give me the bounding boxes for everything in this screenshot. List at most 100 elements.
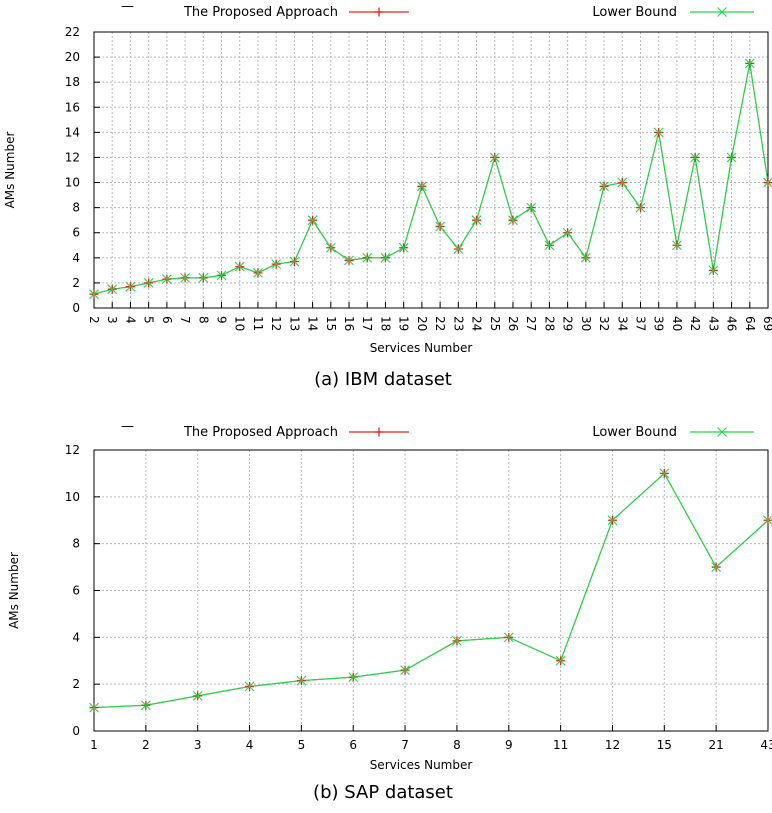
- data-point: [708, 265, 719, 276]
- data-point: [726, 152, 737, 163]
- x-tick-label: 9: [505, 738, 513, 752]
- x-tick-label: 14: [306, 316, 320, 331]
- y-tick-label: 22: [65, 25, 80, 39]
- plot-frame: [93, 31, 769, 309]
- x-tick-label: 27: [524, 316, 538, 331]
- data-point: [672, 240, 682, 251]
- x-tick-label: 22: [433, 316, 447, 331]
- x-tick-label: 11: [251, 316, 265, 331]
- x-tick-label: 42: [688, 316, 702, 331]
- x-tick-label: 28: [542, 316, 556, 331]
- data-point: [659, 468, 670, 479]
- data-point: [417, 181, 427, 192]
- y-tick-label: 0: [72, 724, 80, 738]
- x-tick-label: 20: [415, 316, 429, 331]
- x-tick-label: 3: [194, 738, 202, 752]
- data-point: [125, 281, 136, 292]
- legend-symbol: [374, 7, 384, 17]
- legend-symbol: [717, 7, 727, 17]
- legend-label: Lower Bound: [592, 5, 677, 20]
- data-point: [234, 261, 245, 272]
- data-point: [362, 252, 373, 263]
- data-point: [140, 700, 151, 711]
- x-tick-label: 43: [760, 738, 772, 752]
- x-tick-label: 11: [553, 738, 568, 752]
- x-tick-label: 10: [233, 316, 247, 331]
- data-point: [763, 177, 772, 188]
- data-point: [607, 515, 618, 526]
- data-point: [307, 215, 318, 226]
- x-tick-label: 32: [597, 316, 611, 331]
- series-markers-1: [89, 58, 772, 299]
- data-point: [526, 202, 537, 213]
- data-point: [508, 215, 518, 226]
- y-tick-label: 18: [65, 75, 80, 89]
- data-point: [380, 252, 391, 263]
- data-point: [599, 181, 609, 192]
- x-tick-label: 7: [401, 738, 409, 752]
- data-point: [400, 665, 410, 676]
- x-tick-label: 8: [453, 738, 461, 752]
- x-tick-label: 4: [246, 738, 254, 752]
- x-tick-label: 46: [725, 316, 739, 331]
- data-point: [544, 240, 555, 251]
- y-tick-label: 8: [72, 201, 80, 215]
- x-tick-label: 4: [123, 316, 137, 324]
- data-point: [89, 289, 99, 300]
- y-tick-label: 10: [65, 490, 80, 504]
- legend-label: The Proposed Approach: [183, 5, 338, 20]
- y-tick-label: 8: [72, 537, 80, 551]
- y-tick-label: 0: [72, 301, 80, 315]
- x-tick-label: 5: [298, 738, 306, 752]
- data-point: [344, 255, 354, 266]
- data-point: [180, 273, 190, 283]
- y-tick-label: 20: [65, 50, 80, 64]
- data-point: [562, 227, 573, 238]
- x-axis-title: Services Number: [370, 758, 473, 772]
- legend: — The Proposed Approach Lower Bound: [121, 419, 754, 440]
- y-tick-label: 12: [65, 150, 80, 164]
- x-tick-label: 17: [360, 316, 374, 331]
- legend-label: The Proposed Approach: [183, 425, 338, 440]
- x-tick-label: 12: [269, 316, 283, 331]
- y-tick-label: 4: [72, 630, 80, 644]
- y-tick-label: 2: [72, 677, 80, 691]
- data-point: [216, 270, 227, 281]
- x-tick-label: 40: [670, 316, 684, 331]
- x-tick-label: 16: [342, 316, 356, 331]
- data-point: [471, 215, 482, 226]
- x-tick-label: 9: [215, 316, 229, 324]
- x-tick-label: 19: [397, 316, 411, 331]
- x-tick-label: 26: [506, 316, 520, 331]
- data-point: [580, 252, 591, 263]
- data-point: [503, 632, 514, 643]
- figure-caption: (b) SAP dataset: [313, 782, 453, 803]
- y-axis-title: AMs Number: [7, 552, 21, 629]
- x-tick-label: 30: [579, 316, 593, 331]
- figure-caption: (a) IBM dataset: [314, 369, 452, 390]
- y-tick-label: 16: [65, 100, 80, 114]
- x-tick-label: 15: [324, 316, 338, 331]
- x-tick-label: 6: [160, 316, 174, 324]
- data-point: [348, 672, 359, 683]
- data-point: [763, 515, 772, 526]
- series-markers-2: [89, 468, 772, 713]
- x-tick-label: 1: [90, 738, 98, 752]
- data-point: [744, 58, 755, 69]
- y-axis-title: AMs Number: [3, 132, 17, 209]
- y-tick-label: 6: [72, 584, 80, 598]
- legend-symbol: [374, 427, 384, 437]
- data-point: [325, 242, 336, 253]
- x-tick-label: 34: [615, 316, 629, 331]
- data-point: [452, 635, 462, 646]
- y-tick-label: 12: [65, 443, 80, 457]
- x-tick-label: 18: [378, 316, 392, 331]
- data-point: [271, 259, 282, 269]
- x-tick-label: 3: [105, 316, 119, 324]
- x-tick-label: 24: [470, 316, 484, 331]
- plot-frame: [93, 449, 769, 732]
- data-point: [198, 273, 209, 283]
- legend-symbol: [717, 427, 727, 437]
- x-tick-label: 8: [196, 316, 210, 324]
- x-axis-title: Services Number: [370, 341, 473, 355]
